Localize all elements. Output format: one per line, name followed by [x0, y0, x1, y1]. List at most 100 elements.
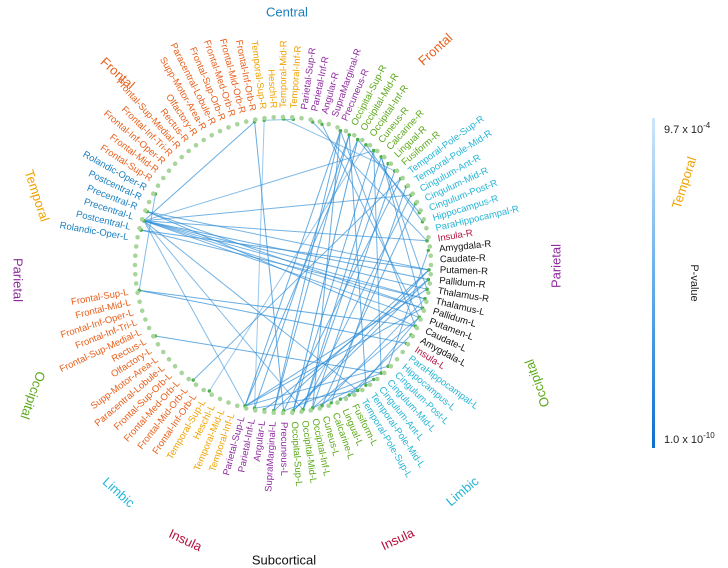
legend-max-label: 9.7 x 10-4 — [664, 121, 711, 136]
group-label-parietal: Parietal — [548, 244, 563, 288]
edge-temporal-sup-l-occipital-inf-r — [208, 144, 367, 392]
ring-dot — [217, 396, 223, 402]
ring-dot — [424, 225, 429, 231]
ring-dot — [137, 299, 142, 305]
node-label-temporal-inf-r: Temporal-Inf-R — [289, 45, 304, 109]
ring-dot — [427, 244, 433, 249]
group-label-temporal: Temporal — [22, 168, 53, 224]
ring-dot — [317, 406, 323, 411]
ring-dot — [166, 168, 172, 173]
edge-endpoint — [372, 377, 376, 382]
node-label-pallidum-r: Pallidum-R — [439, 275, 486, 291]
node-label-putamen-r: Putamen-R — [440, 265, 489, 278]
edge-postcentral-l-putamen-r — [141, 229, 429, 271]
ring-dot — [262, 409, 267, 415]
ring-dot — [139, 308, 145, 314]
edge-precentral-l-cuneus-r — [143, 150, 374, 222]
ring-dot — [193, 143, 199, 148]
ring-dot — [424, 299, 429, 305]
edge-cuneus-l-cingulum-mid-r — [321, 203, 416, 406]
ring-dot — [326, 121, 332, 127]
ring-dot — [243, 406, 249, 411]
ring-dot — [299, 409, 304, 415]
ring-dot — [253, 408, 258, 413]
node-label-heschl-r: Heschl-R — [265, 69, 278, 109]
ring-dot — [271, 410, 277, 416]
ring-dot — [186, 376, 191, 382]
ring-dot — [201, 387, 206, 393]
edge-precentral-l-insula-r — [143, 220, 428, 242]
edge-parietal-sup-l-thalamus-r — [244, 288, 428, 407]
ring-dot — [428, 262, 434, 268]
edge-rolandic-oper-r-frontal-sup-l — [138, 193, 156, 291]
legend-title: P-value — [688, 264, 700, 301]
ring-dot — [414, 199, 420, 205]
edge-precentral-l-parietal-sup-l — [143, 220, 246, 407]
edge-precentral-r-pallidum-l — [146, 211, 423, 309]
ring-dot — [308, 117, 314, 122]
edge-occipital-mid-l-calcarine-r — [302, 156, 382, 410]
edge-calcarine-l-temporal-pole-mid-r — [330, 186, 407, 403]
ring-dot — [360, 387, 365, 393]
ring-dot — [186, 148, 191, 154]
group-label-frontal: Frontal — [415, 30, 455, 68]
ring-dot — [367, 382, 373, 388]
legend-max-exponent: -4 — [703, 121, 711, 130]
ring-dot — [135, 290, 140, 296]
edge-endpoint — [426, 248, 430, 253]
ring-dot — [146, 325, 152, 331]
ring-dot — [179, 154, 184, 160]
ring-dot — [280, 114, 286, 120]
edge-endpoint — [379, 155, 383, 159]
edge-calcarine-r-thalamus-r — [380, 156, 428, 290]
edge-precentral-l-frontal-inf-orb-r — [143, 121, 255, 222]
ring-dot — [151, 191, 156, 196]
group-label-limbic: Limbic — [100, 474, 138, 511]
ring-dot — [428, 272, 434, 277]
ring-dot — [280, 410, 286, 416]
ring-dot — [201, 137, 206, 143]
ring-dot — [146, 199, 152, 205]
edge-endpoint — [329, 401, 333, 405]
ring-dot — [375, 148, 380, 154]
ring-dot — [382, 154, 387, 160]
edge-temporal-sup-r-temporal-inf-r — [264, 118, 294, 121]
ring-dot — [133, 281, 139, 286]
node-label-precuneus-l: Precuneus-L — [278, 422, 289, 476]
ring-dot — [139, 217, 145, 222]
ring-dot — [133, 244, 139, 249]
ring-dot — [166, 357, 172, 362]
edge-postcentral-l-thalamus-l — [141, 229, 426, 300]
edge-endpoint — [426, 277, 430, 282]
node-label-occipital-sup-l: Occipital-Sup-L — [289, 421, 305, 487]
edge-endpoint — [338, 129, 343, 133]
edge-precentral-r-putamen-r — [146, 211, 430, 271]
ring-dot — [193, 382, 199, 388]
edge-endpoint — [356, 137, 360, 142]
ring-dot — [410, 191, 416, 196]
edge-frontal-inf-orb-r-precuneus-l — [254, 121, 285, 412]
edge-fusiform-l-amygdala-l — [348, 334, 412, 396]
edge-cuneus-l-thalamus-l — [321, 298, 426, 407]
node-label-supramarginal-l: SupraMarginal-L — [263, 421, 278, 492]
edge-precentral-l-temporal-pole-sup-l — [143, 220, 359, 391]
ring-dot — [335, 125, 340, 130]
ring-dot — [394, 168, 400, 173]
ring-dot — [335, 400, 340, 405]
edge-endpoint — [364, 143, 368, 147]
edge-endpoint — [338, 397, 343, 401]
ring-dot — [410, 334, 416, 339]
ring-dot — [343, 396, 349, 402]
ring-dot — [143, 317, 148, 322]
edge-parietal-sup-l-pallidum-l — [244, 307, 423, 407]
ring-dot — [367, 143, 373, 148]
ring-dot — [388, 161, 394, 166]
edge-precentral-l-occipital-mid-l — [143, 220, 304, 410]
edge-parietal-inf-l-occipital-sup-r — [254, 134, 350, 409]
edge-parietal-inf-r-insula-r — [312, 121, 428, 242]
ring-dot — [426, 235, 431, 240]
group-label-temporal: Temporal — [669, 155, 700, 211]
group-label-parietal: Parietal — [11, 258, 26, 302]
edge-calcarine-r-pallidum-l — [380, 156, 423, 309]
node-label-temporal-mid-r: Temporal-Mid-R — [278, 40, 289, 108]
